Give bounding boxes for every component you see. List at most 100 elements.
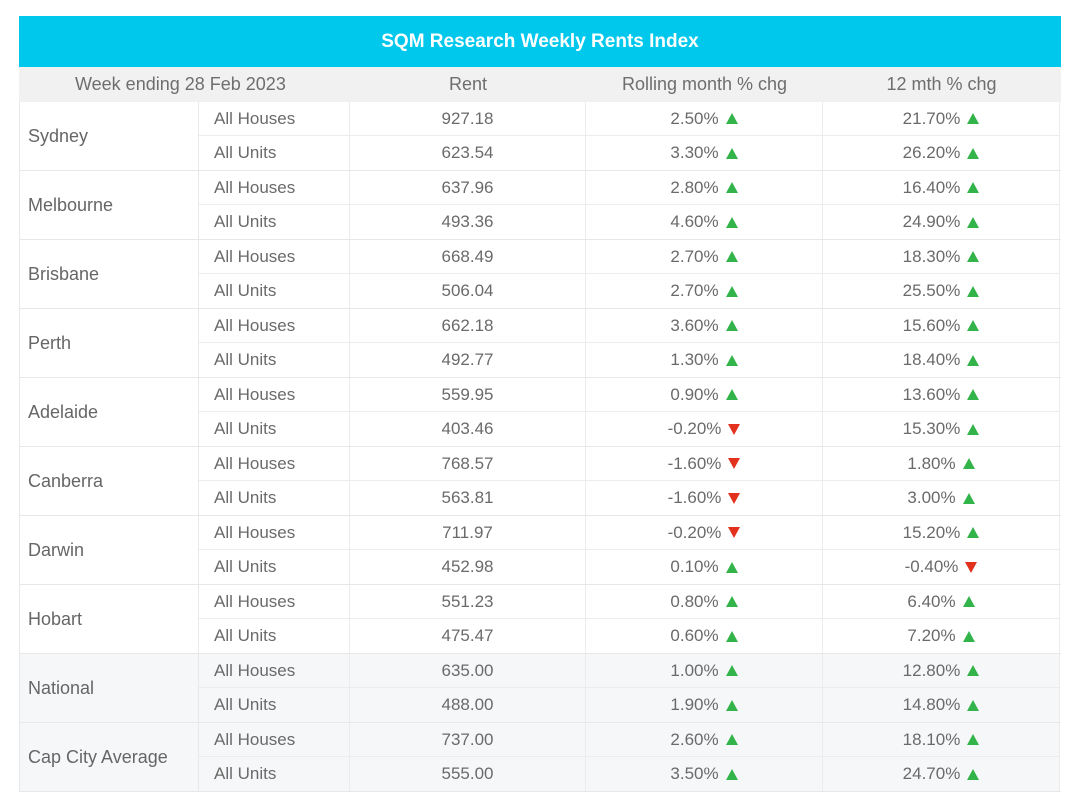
rent-value-text: 475.47 (441, 626, 494, 645)
rent-value-text: 662.18 (441, 315, 494, 335)
rent-value-text: 927.18 (441, 108, 494, 128)
rent-value-text: 623.54 (441, 143, 494, 162)
city-name: Canberra (19, 447, 199, 515)
up-triangle-icon (725, 630, 738, 642)
header-twelve: 12 mth % chg (886, 74, 997, 94)
property-type-text: All Units (214, 143, 277, 162)
twelve-month-change-text: 15.60% (902, 315, 961, 335)
rent-value: 927.18 (350, 102, 586, 136)
property-type: All Houses (199, 447, 350, 481)
twelve-month-change: 24.70% (823, 757, 1060, 791)
city-group: Cap City Average All Houses 737.00 2.60% 18.… (19, 723, 1061, 792)
rent-value: 475.47 (350, 619, 586, 653)
twelve-month-change-text: 15.30% (902, 419, 961, 438)
down-triangle-icon (728, 492, 741, 504)
city-name: Adelaide (19, 378, 199, 446)
property-type: All Houses (199, 102, 350, 136)
rolling-change-text: 1.30% (670, 350, 719, 369)
rent-value-text: 563.81 (441, 488, 494, 507)
rolling-change-text: 1.90% (670, 695, 719, 714)
up-triangle-icon (967, 285, 980, 297)
rolling-change-text: -1.60% (667, 453, 722, 473)
up-triangle-icon (725, 389, 738, 400)
rolling-change: 3.30% (586, 136, 823, 170)
rolling-change: 1.00% (586, 654, 823, 688)
rolling-change: 2.60% (586, 723, 823, 757)
rolling-change-text: 2.50% (670, 108, 719, 128)
rent-value-text: 403.46 (441, 419, 494, 438)
rolling-change-text: 0.80% (670, 591, 719, 611)
property-type-text: All Houses (214, 729, 296, 749)
twelve-month-change-text: 18.30% (902, 246, 961, 266)
rolling-change-text: 0.60% (670, 626, 719, 645)
property-type: All Units (199, 619, 350, 653)
up-triangle-icon (967, 354, 980, 366)
rolling-change-text: 0.10% (670, 557, 719, 576)
rent-value-text: 452.98 (441, 557, 494, 576)
rolling-change: 0.80% (586, 585, 823, 619)
up-triangle-icon (962, 492, 975, 504)
up-triangle-icon (725, 320, 738, 331)
twelve-month-change: 13.60% (823, 378, 1060, 412)
rolling-change-text: 3.50% (670, 764, 719, 783)
property-type: All Houses (199, 171, 350, 205)
property-type: All Units (199, 136, 350, 170)
up-triangle-icon (967, 113, 980, 124)
rolling-change: 2.50% (586, 102, 823, 136)
rolling-change: 1.30% (586, 343, 823, 377)
twelve-month-change: 12.80% (823, 654, 1060, 688)
rent-value: 488.00 (350, 688, 586, 722)
up-triangle-icon (725, 113, 738, 124)
property-type-text: All Units (214, 764, 277, 783)
rolling-change-text: 2.70% (670, 246, 719, 266)
rolling-change: 3.50% (586, 757, 823, 791)
property-type-text: All Houses (214, 453, 296, 473)
up-triangle-icon (725, 285, 738, 297)
twelve-month-change: 15.30% (823, 412, 1060, 446)
rent-value: 662.18 (350, 309, 586, 343)
down-triangle-icon (728, 527, 741, 538)
city-name: Melbourne (19, 171, 199, 239)
city-group: Melbourne All Houses 637.96 2.80% 16.40% All … (19, 171, 1061, 240)
twelve-month-change: 1.80% (823, 447, 1060, 481)
twelve-month-change: 18.30% (823, 240, 1060, 274)
twelve-month-change-text: 26.20% (902, 143, 961, 162)
rolling-change-text: 3.60% (670, 315, 719, 335)
city-name: Cap City Average (19, 723, 199, 791)
header-rolling: Rolling month % chg (621, 74, 788, 94)
up-triangle-icon (967, 147, 980, 159)
rent-value: 559.95 (350, 378, 586, 412)
rent-value: 492.77 (350, 343, 586, 377)
rolling-change-text: 0.90% (670, 384, 719, 404)
rent-value-text: 492.77 (441, 350, 494, 369)
city-name: Perth (19, 309, 199, 377)
up-triangle-icon (962, 630, 975, 642)
city-group: Darwin All Houses 711.97 -0.20% 15.20% All Un… (19, 516, 1061, 585)
up-triangle-icon (725, 216, 738, 228)
rolling-change-text: -0.20% (667, 522, 722, 542)
property-type-text: All Houses (214, 315, 296, 335)
up-triangle-icon (962, 596, 975, 607)
city-group: Hobart All Houses 551.23 0.80% 6.40% All Unit… (19, 585, 1061, 654)
up-triangle-icon (725, 768, 738, 780)
rolling-change-text: 2.60% (670, 729, 719, 749)
down-triangle-icon (965, 561, 978, 573)
rolling-change: 3.60% (586, 309, 823, 343)
property-type: All Houses (199, 723, 350, 757)
rent-value: 637.96 (350, 171, 586, 205)
property-type-text: All Units (214, 695, 277, 714)
rent-value-text: 768.57 (441, 453, 494, 473)
twelve-month-change-text: 15.20% (902, 522, 961, 542)
twelve-month-change: 18.10% (823, 723, 1060, 757)
rolling-change-text: 1.00% (670, 660, 719, 680)
rent-value: 711.97 (350, 516, 586, 550)
rent-value: 737.00 (350, 723, 586, 757)
rolling-change: 0.10% (586, 550, 823, 584)
rolling-change-text: 2.70% (670, 281, 719, 300)
twelve-month-change: 15.60% (823, 309, 1060, 343)
property-type: All Units (199, 274, 350, 308)
table-body: Sydney All Houses 927.18 2.50% 21.70% All Uni… (19, 102, 1061, 792)
rent-value-text: 559.95 (441, 384, 494, 404)
property-type: All Houses (199, 309, 350, 343)
rent-value: 623.54 (350, 136, 586, 170)
